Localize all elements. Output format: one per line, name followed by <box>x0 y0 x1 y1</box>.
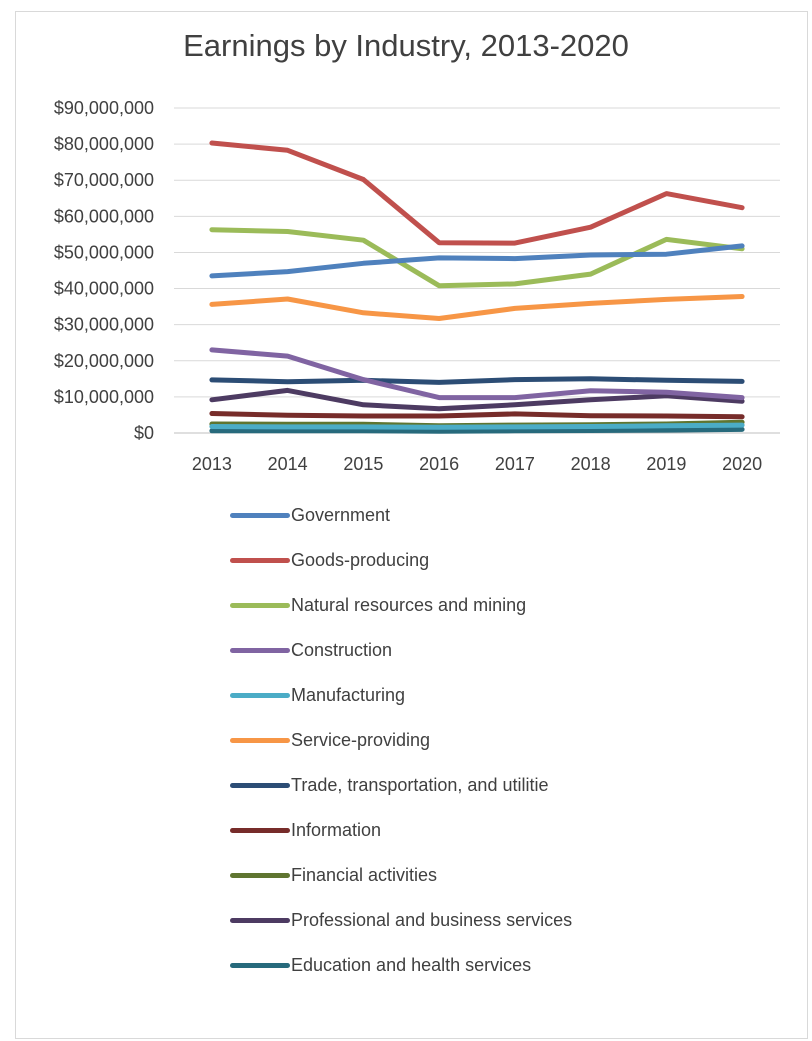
series-line-information <box>209 411 745 420</box>
legend-item: Service-providing <box>230 725 430 755</box>
chart-title: Earnings by Industry, 2013-2020 <box>183 28 629 63</box>
legend-label: Education and health services <box>291 954 532 975</box>
chart-frame <box>15 11 808 1039</box>
legend-item: Financial activities <box>230 860 437 890</box>
series-line-natural-resources-and-mining <box>209 227 745 289</box>
x-axis-tick-labels: 2013 2014 2015 2016 2017 2018 2019 2020 <box>192 454 762 474</box>
legend-swatch <box>230 692 290 698</box>
series-line-trade-transportation-and-utilitie <box>209 376 745 385</box>
x-tick-label: 2020 <box>722 454 762 474</box>
series-line-service-providing <box>209 294 745 321</box>
legend-label: Trade, transportation, and utilitie <box>291 774 549 795</box>
legend-swatch <box>230 962 290 968</box>
legend-item: Professional and business services <box>230 905 572 935</box>
legend-swatch <box>230 782 290 788</box>
x-tick-label: 2018 <box>571 454 611 474</box>
legend-item: Construction <box>230 635 392 665</box>
series-line-government <box>209 243 745 279</box>
x-tick-label: 2016 <box>419 454 459 474</box>
legend-item: Information <box>230 815 381 845</box>
series-line-education-and-health-services <box>209 426 745 434</box>
y-tick-label: $40,000,000 <box>54 279 154 299</box>
y-tick-label: $70,000,000 <box>54 170 154 190</box>
legend-item: Manufacturing <box>230 680 405 710</box>
legend-swatch <box>230 872 290 878</box>
legend-label: Construction <box>291 639 393 660</box>
legend-swatch <box>230 512 290 518</box>
series-line-construction <box>209 347 745 401</box>
y-tick-label: $20,000,000 <box>54 351 154 371</box>
legend-label: Government <box>291 504 391 525</box>
legend-swatch <box>230 737 290 743</box>
y-tick-label: $60,000,000 <box>54 206 154 226</box>
series-lines <box>209 140 745 434</box>
legend-item: Goods-producing <box>230 545 429 575</box>
y-tick-label: $50,000,000 <box>54 242 154 262</box>
y-tick-label: $30,000,000 <box>54 315 154 335</box>
series-line-professional-and-business-services <box>209 387 745 412</box>
legend-swatch <box>230 827 290 833</box>
legend-item: Natural resources and mining <box>230 590 526 620</box>
legend-label: Service-providing <box>291 729 431 750</box>
legend-label: Information <box>291 819 382 840</box>
legend-label: Professional and business services <box>291 909 573 930</box>
y-tick-label: $0 <box>134 423 154 443</box>
legend-label: Financial activities <box>291 864 438 885</box>
x-tick-label: 2015 <box>343 454 383 474</box>
legend-swatch <box>230 557 290 563</box>
x-tick-label: 2019 <box>646 454 686 474</box>
x-tick-label: 2014 <box>268 454 308 474</box>
series-line-manufacturing <box>209 422 745 430</box>
legend-label: Goods-producing <box>291 549 430 570</box>
x-tick-label: 2013 <box>192 454 232 474</box>
x-tick-label: 2017 <box>495 454 535 474</box>
legend-label: Natural resources and mining <box>291 594 527 615</box>
legend-swatch <box>230 602 290 608</box>
y-axis-tick-labels: $0 $10,000,000 $20,000,000 $30,000,000 $40,0… <box>54 98 154 443</box>
y-tick-label: $80,000,000 <box>54 134 154 154</box>
legend-swatch <box>230 917 290 923</box>
series-line-goods-producing <box>209 140 745 246</box>
y-tick-label: $10,000,000 <box>54 387 154 407</box>
y-tick-label: $90,000,000 <box>54 98 154 118</box>
legend-item: Education and health services <box>230 950 531 980</box>
legend-item: Government <box>230 500 390 530</box>
legend-item: Trade, transportation, and utilitie <box>230 770 548 800</box>
legend-label: Manufacturing <box>291 684 406 705</box>
legend-swatch <box>230 647 290 653</box>
